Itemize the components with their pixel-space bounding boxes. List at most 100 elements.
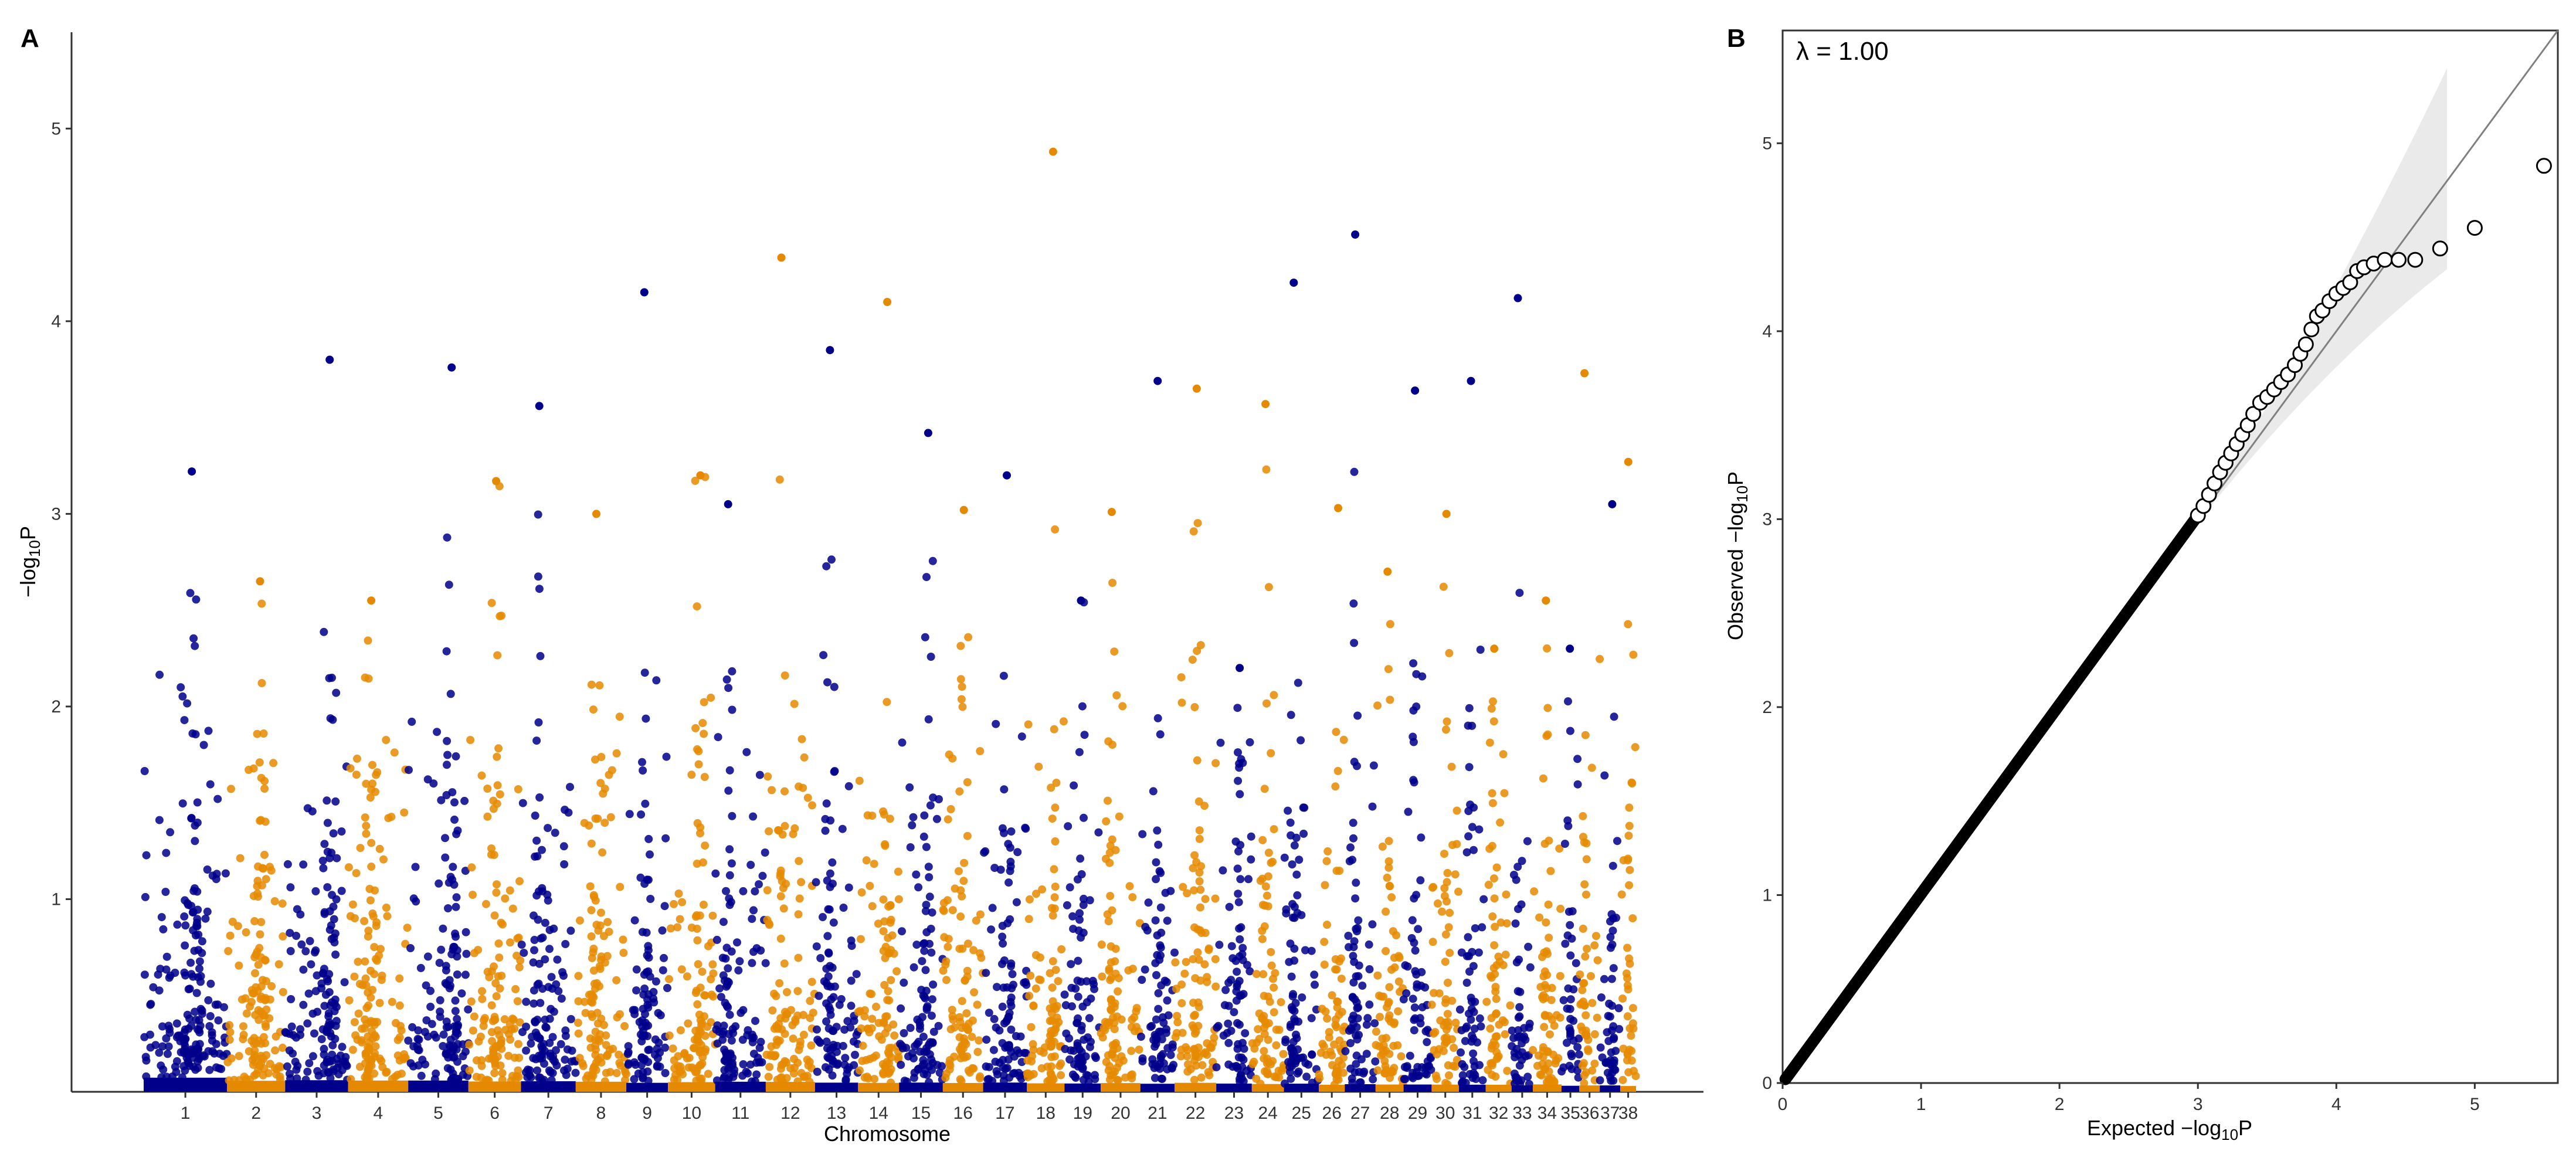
manhattan-point xyxy=(1452,806,1461,815)
manhattan-point xyxy=(250,953,259,962)
manhattan-top-point xyxy=(1077,596,1085,605)
manhattan-point xyxy=(194,931,203,939)
manhattan-point xyxy=(437,945,446,954)
manhattan-point xyxy=(875,1032,884,1041)
manhattan-point xyxy=(1114,987,1122,996)
manhattan-point xyxy=(1080,894,1088,903)
manhattan-point xyxy=(1443,717,1451,726)
manhattan-point xyxy=(334,1070,343,1078)
manhattan-point xyxy=(673,923,682,932)
manhattan-point xyxy=(737,1009,745,1017)
manhattan-point xyxy=(638,758,646,766)
manhattan-point xyxy=(828,963,837,972)
manhattan-point xyxy=(1280,853,1289,862)
manhattan-chromosome-5 xyxy=(404,363,473,1092)
manhattan-point xyxy=(1468,948,1477,956)
manhattan-point xyxy=(1057,1059,1065,1068)
manhattan-point xyxy=(534,718,543,727)
manhattan-point xyxy=(203,907,212,916)
manhattan-point-bulk xyxy=(348,1080,409,1092)
manhattan-point xyxy=(1563,816,1572,825)
manhattan-point xyxy=(1234,847,1243,856)
manhattan-point xyxy=(888,931,897,940)
manhattan-point xyxy=(823,932,832,941)
manhattan-point xyxy=(1060,990,1069,999)
manhattan-point xyxy=(1623,943,1632,952)
manhattan-point xyxy=(1439,582,1448,591)
manhattan-point xyxy=(531,852,539,861)
manhattan-point xyxy=(511,1075,520,1084)
manhattan-point xyxy=(1457,1026,1466,1035)
manhattan-point xyxy=(955,787,964,796)
manhattan-point xyxy=(256,930,264,939)
manhattan-point xyxy=(442,966,450,975)
manhattan-chromosome-20 xyxy=(1097,508,1144,1092)
manhattan-point xyxy=(883,1024,892,1033)
manhattan-point xyxy=(1148,1055,1157,1064)
qq-y-tick-label: 4 xyxy=(1762,322,1772,341)
manhattan-point xyxy=(812,942,821,951)
manhattan-point xyxy=(1628,914,1637,923)
manhattan-chromosome-29 xyxy=(1399,386,1435,1092)
manhattan-point xyxy=(191,641,199,650)
manhattan-point xyxy=(1106,976,1115,985)
manhattan-point xyxy=(1216,738,1225,747)
manhattan-point xyxy=(362,829,371,838)
manhattan-point xyxy=(624,1042,633,1051)
manhattan-point xyxy=(181,1034,190,1043)
manhattan-point xyxy=(924,715,933,724)
manhattan-point xyxy=(1138,976,1146,984)
manhattan-point-bulk xyxy=(1175,1082,1217,1092)
manhattan-point xyxy=(485,973,494,982)
manhattan-point xyxy=(358,1038,366,1047)
manhattan-point xyxy=(397,1070,406,1078)
manhattan-point xyxy=(902,1077,911,1086)
manhattan-point xyxy=(285,1046,294,1055)
manhattan-point xyxy=(841,1054,850,1062)
manhattan-point xyxy=(987,925,996,934)
manhattan-point xyxy=(1543,704,1552,712)
manhattan-point xyxy=(1401,1075,1410,1084)
manhattan-point xyxy=(1260,1047,1268,1055)
manhattan-point xyxy=(1373,701,1382,710)
manhattan-point xyxy=(1475,1061,1484,1070)
manhattan-point xyxy=(906,1024,915,1032)
manhattan-point xyxy=(797,878,806,887)
manhattan-point xyxy=(724,786,733,795)
manhattan-point xyxy=(556,1040,565,1048)
qq-y-axis-title: Observed −log10P xyxy=(1723,471,1751,640)
manhattan-point xyxy=(217,1065,226,1074)
manhattan-point xyxy=(938,1062,946,1071)
manhattan-point xyxy=(693,602,701,611)
manhattan-point xyxy=(1556,972,1564,980)
manhattan-point xyxy=(461,928,470,936)
manhattan-point xyxy=(422,1016,431,1025)
manhattan-point xyxy=(1378,842,1387,851)
manhattan-point xyxy=(887,1053,895,1062)
manhattan-point xyxy=(955,867,963,875)
manhattan-point xyxy=(498,1069,507,1078)
manhattan-point xyxy=(226,1028,235,1037)
manhattan-point xyxy=(1017,732,1026,741)
manhattan-point xyxy=(299,860,308,869)
manhattan-chromosome-17 xyxy=(980,471,1031,1092)
manhattan-point xyxy=(1050,1052,1059,1061)
manhattan-point xyxy=(1157,928,1166,937)
manhattan-point xyxy=(1349,819,1357,827)
manhattan-point xyxy=(1091,1052,1099,1061)
manhattan-point xyxy=(319,969,327,978)
manhattan-point xyxy=(1074,956,1082,965)
manhattan-point xyxy=(643,951,651,960)
manhattan-point xyxy=(195,1040,204,1048)
manhattan-point xyxy=(453,952,461,961)
manhattan-point xyxy=(1488,1041,1496,1050)
manhattan-point xyxy=(828,858,837,867)
manhattan-point xyxy=(691,477,700,485)
manhattan-point xyxy=(596,1030,605,1039)
manhattan-point xyxy=(185,985,194,993)
manhattan-point xyxy=(1098,972,1107,981)
manhattan-point xyxy=(1627,1031,1635,1040)
manhattan-point xyxy=(259,729,268,738)
manhattan-point xyxy=(1264,583,1273,592)
manhattan-point xyxy=(762,1050,771,1059)
